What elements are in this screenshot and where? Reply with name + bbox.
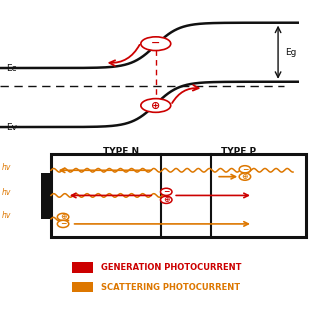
Text: Ec: Ec [6,64,17,72]
Circle shape [141,37,171,51]
Text: SCATTERING PHOTOCURRENT: SCATTERING PHOTOCURRENT [101,283,240,292]
Bar [72,282,93,292]
Circle shape [239,173,251,180]
Text: hv: hv [2,211,11,220]
Text: hv: hv [2,163,11,172]
Circle shape [239,166,251,173]
Text: −: − [163,187,169,196]
Circle shape [57,220,69,227]
Bar [41,173,51,219]
Text: TYPE P: TYPE P [221,147,256,155]
Text: TYPE N: TYPE N [103,147,139,155]
Text: −: − [151,38,161,48]
Text: GENERATION PHOTOCURRENT: GENERATION PHOTOCURRENT [101,263,241,272]
Text: −: − [242,165,248,174]
Circle shape [141,99,171,112]
Circle shape [57,213,69,221]
Text: hv: hv [2,188,11,197]
Bar [72,262,93,273]
Circle shape [161,188,172,195]
Bar [51,154,306,237]
Text: ⊕: ⊕ [242,172,248,181]
Circle shape [161,196,172,203]
Text: Ev: Ev [6,123,17,132]
Text: ⊕: ⊕ [163,195,169,204]
Text: −: − [60,219,66,228]
Text: ⊕: ⊕ [60,212,66,222]
Text: Eg: Eg [286,48,297,57]
Text: ⊕: ⊕ [151,100,161,110]
